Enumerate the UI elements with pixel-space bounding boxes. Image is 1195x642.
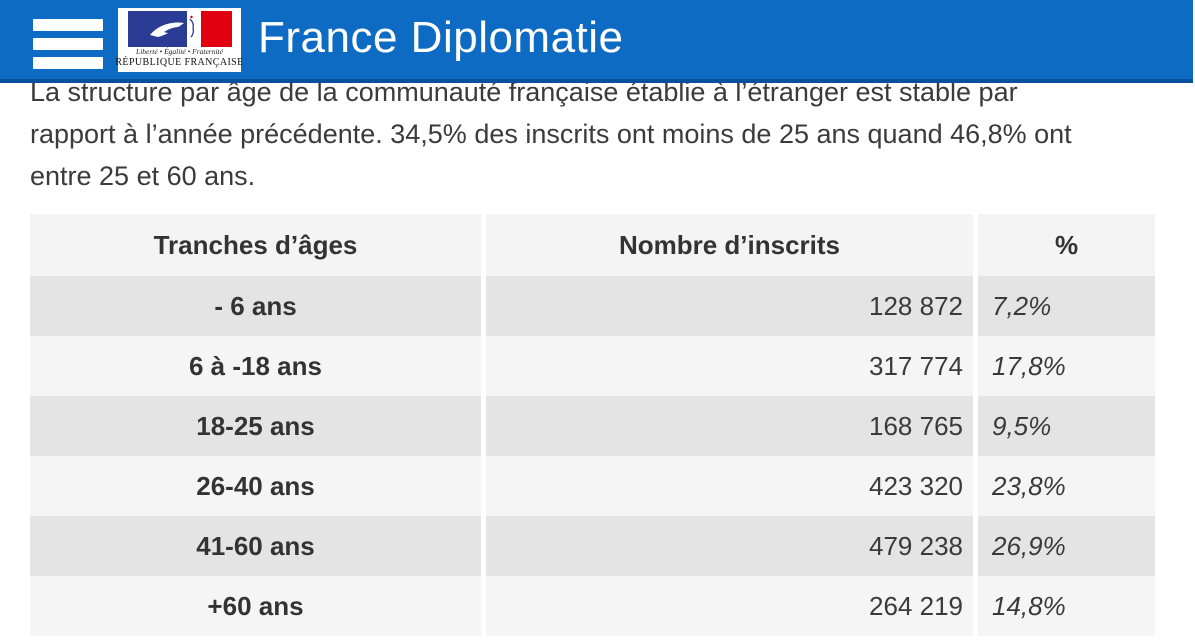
table-row: - 6 ans 128 872 7,2%	[30, 276, 1155, 336]
age-distribution-table: Tranches d’âges Nombre d’inscrits % - 6 …	[30, 214, 1155, 636]
column-header-inscrits: Nombre d’inscrits	[481, 214, 973, 276]
cell-percent: 14,8%	[973, 576, 1155, 636]
cell-inscrits: 423 320	[481, 456, 973, 516]
cell-inscrits: 128 872	[481, 276, 973, 336]
marianne-flag-icon	[127, 11, 232, 47]
cell-percent: 9,5%	[973, 396, 1155, 456]
intro-paragraph: La structure par âge de la communauté fr…	[30, 71, 1170, 197]
hamburger-icon	[33, 57, 103, 69]
table-row: +60 ans 264 219 14,8%	[30, 576, 1155, 636]
column-header-percent: %	[973, 214, 1155, 276]
table-row: 6 à -18 ans 317 774 17,8%	[30, 336, 1155, 396]
cell-inscrits: 264 219	[481, 576, 973, 636]
top-banner: Liberté • Égalité • Fraternité RÉPUBLIQU…	[0, 0, 1193, 83]
logo-name: RÉPUBLIQUE FRANÇAISE	[115, 57, 244, 68]
site-title: France Diplomatie	[258, 12, 624, 62]
menu-button[interactable]	[33, 19, 103, 69]
republique-francaise-logo[interactable]: Liberté • Égalité • Fraternité RÉPUBLIQU…	[115, 8, 244, 72]
cell-tranche: 41-60 ans	[30, 516, 481, 576]
cell-tranche: 26-40 ans	[30, 456, 481, 516]
hamburger-icon	[33, 19, 103, 31]
intro-line: rapport à l’année précédente. 34,5% des …	[30, 119, 1072, 149]
hamburger-icon	[33, 38, 103, 50]
cell-tranche: - 6 ans	[30, 276, 481, 336]
cell-tranche: 18-25 ans	[30, 396, 481, 456]
age-table-body: - 6 ans 128 872 7,2% 6 à -18 ans 317 774…	[30, 276, 1155, 636]
cell-inscrits: 479 238	[481, 516, 973, 576]
cell-tranche: +60 ans	[30, 576, 481, 636]
cell-tranche: 6 à -18 ans	[30, 336, 481, 396]
cell-inscrits: 317 774	[481, 336, 973, 396]
table-row: 26-40 ans 423 320 23,8%	[30, 456, 1155, 516]
table-row: 18-25 ans 168 765 9,5%	[30, 396, 1155, 456]
logo-motto: Liberté • Égalité • Fraternité	[136, 47, 223, 56]
cell-percent: 7,2%	[973, 276, 1155, 336]
table-header-row: Tranches d’âges Nombre d’inscrits %	[30, 214, 1155, 276]
table-row: 41-60 ans 479 238 26,9%	[30, 516, 1155, 576]
intro-line: entre 25 et 60 ans.	[30, 161, 256, 191]
cell-percent: 17,8%	[973, 336, 1155, 396]
cell-percent: 23,8%	[973, 456, 1155, 516]
cell-inscrits: 168 765	[481, 396, 973, 456]
cell-percent: 26,9%	[973, 516, 1155, 576]
column-header-tranches: Tranches d’âges	[30, 214, 481, 276]
